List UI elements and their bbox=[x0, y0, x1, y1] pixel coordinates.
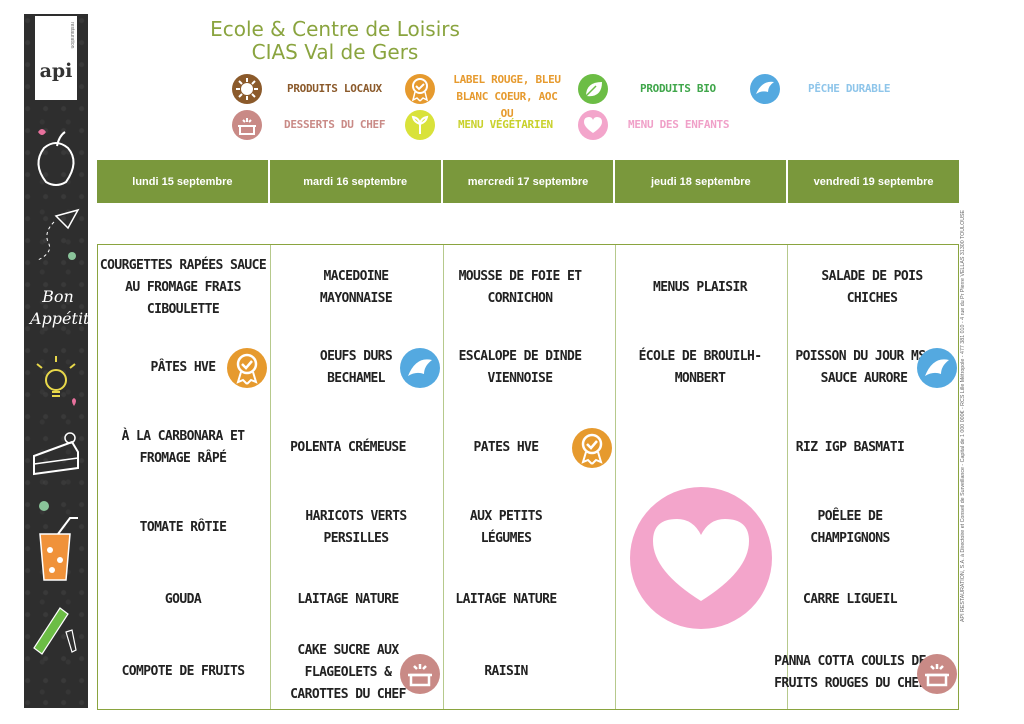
menu-item: COMPOTE DE FRUITS bbox=[121, 664, 245, 679]
legend-enfants-label: MENU DES ENFANTS bbox=[628, 118, 730, 131]
logo-subtext: restauration bbox=[69, 22, 75, 49]
menu-item: TOMATE RÔTIE bbox=[139, 520, 227, 535]
bon-appetit-text: Bon Appétit bbox=[30, 286, 90, 330]
legend-label-rouge-label: LABEL ROUGE, BLEU BLANC COEUR, AOC OU bbox=[452, 71, 562, 122]
juice-glass-doodle-icon bbox=[39, 501, 78, 581]
day-header-bar: lundi 15 septembre mardi 16 septembre me… bbox=[97, 160, 959, 203]
menu-item: POLENTA CRÉMEUSE bbox=[290, 440, 406, 455]
menu-item: AUX PETITS LÉGUMES bbox=[469, 509, 543, 546]
day-tuesday: mardi 16 septembre bbox=[270, 160, 443, 203]
logo-text: api bbox=[39, 60, 73, 82]
day-thursday: jeudi 18 septembre bbox=[615, 160, 789, 203]
legend-bio-label: PRODUITS BIO bbox=[640, 82, 716, 95]
page-title: Ecole & Centre de Loisirs CIAS Val de Ge… bbox=[190, 18, 480, 64]
title-line-1: Ecole & Centre de Loisirs bbox=[210, 17, 460, 41]
local-products-icon bbox=[232, 74, 262, 104]
menu-item: HARICOTS VERTS PERSILLES bbox=[305, 509, 407, 546]
sustainable-fishing-badge-icon bbox=[400, 348, 440, 388]
legend-label-rouge-line2: BLANC COEUR, AOC OU bbox=[456, 90, 558, 120]
legend-vege-label: MENU VÉGÉTARIEN bbox=[458, 118, 553, 131]
column-divider bbox=[270, 245, 271, 709]
day-wednesday: mercredi 17 septembre bbox=[443, 160, 616, 203]
menu-item: PANNA COTTA COULIS DE FRUITS ROUGES DU C… bbox=[774, 654, 926, 691]
day-monday: lundi 15 septembre bbox=[97, 160, 270, 203]
lightbulb-doodle-icon bbox=[36, 356, 76, 406]
menu-item: MOUSSE DE FOIE ET CORNICHON bbox=[458, 269, 582, 306]
column-divider bbox=[443, 245, 444, 709]
label-rouge-icon bbox=[405, 74, 435, 104]
heart-icon bbox=[653, 519, 749, 601]
menu-item: PATES HVE bbox=[473, 440, 539, 455]
legend-label-rouge-line1: LABEL ROUGE, BLEU bbox=[453, 73, 561, 86]
day-friday: vendredi 19 septembre bbox=[813, 175, 934, 188]
vegetarian-menu-icon bbox=[405, 110, 435, 140]
legal-notice: API RESTAURATION, S.A. à Directoire et C… bbox=[960, 209, 966, 622]
column-divider bbox=[787, 245, 788, 709]
label-rouge-badge-icon bbox=[227, 348, 267, 388]
menu-item: ESCALOPE DE DINDE VIENNOISE bbox=[458, 349, 582, 386]
column-divider bbox=[615, 245, 616, 709]
bon-word: Bon bbox=[42, 287, 74, 306]
chef-dessert-badge-icon bbox=[400, 654, 440, 694]
sustainable-fishing-badge-icon bbox=[917, 348, 957, 388]
menu-item: PÂTES HVE bbox=[150, 360, 216, 375]
paper-plane-doodle-icon bbox=[37, 208, 80, 261]
bio-leaf-icon bbox=[578, 74, 608, 104]
legend-desserts-label: DESSERTS DU CHEF bbox=[284, 118, 386, 131]
menu-item: GOUDA bbox=[164, 592, 202, 607]
menu-item: CARRE LIGUEIL bbox=[803, 592, 898, 607]
kids-menu-heart-icon bbox=[578, 110, 608, 140]
menu-item: ÉCOLE DE BROUILH-MONBERT bbox=[638, 349, 762, 386]
chef-dessert-icon bbox=[232, 110, 262, 140]
menu-item: MENUS PLAISIR bbox=[653, 280, 748, 295]
chef-dessert-badge-icon bbox=[917, 654, 957, 694]
sustainable-fishing-icon bbox=[750, 74, 780, 104]
title-line-2: CIAS Val de Gers bbox=[251, 40, 419, 64]
menu-item: LAITAGE NATURE bbox=[455, 592, 557, 607]
appetit-word: Appétit bbox=[30, 309, 90, 328]
kids-menu-heart-badge bbox=[630, 487, 772, 629]
menu-item: POISSON DU JOUR MSC SAUCE AURORE bbox=[795, 349, 933, 386]
menu-item: CAKE SUCRE AUX FLAGEOLETS & CAROTTES DU … bbox=[290, 643, 406, 702]
menu-item: SALADE DE POIS CHICHES bbox=[821, 269, 923, 306]
menu-grid bbox=[97, 244, 959, 710]
chalkboard-sidebar: restauration api Bon Appétit bbox=[24, 14, 90, 708]
legend-local-label: PRODUITS LOCAUX bbox=[287, 82, 382, 95]
menu-item: MACEDOINE MAYONNAISE bbox=[319, 269, 393, 306]
menu-item: À LA CARBONARA ET FROMAGE RÂPÉ bbox=[121, 429, 245, 466]
api-logo: restauration api bbox=[35, 16, 77, 100]
menu-item: RAISIN bbox=[484, 664, 528, 679]
legend-peche-label: PÊCHE DURABLE bbox=[808, 82, 891, 95]
label-rouge-badge-icon bbox=[572, 428, 612, 468]
menu-item: LAITAGE NATURE bbox=[297, 592, 399, 607]
pencil-doodle-icon bbox=[33, 607, 77, 655]
cake-doodle-icon bbox=[33, 432, 79, 476]
menu-item: COURGETTES RAPÉES SAUCE AU FROMAGE FRAIS… bbox=[99, 258, 267, 317]
apple-doodle-icon bbox=[37, 129, 75, 186]
menu-item: POÊLEE DE CHAMPIGNONS bbox=[810, 509, 890, 546]
menu-item: OEUFS DURS BECHAMEL bbox=[319, 349, 393, 386]
menu-item: RIZ IGP BASMATI bbox=[795, 440, 905, 455]
